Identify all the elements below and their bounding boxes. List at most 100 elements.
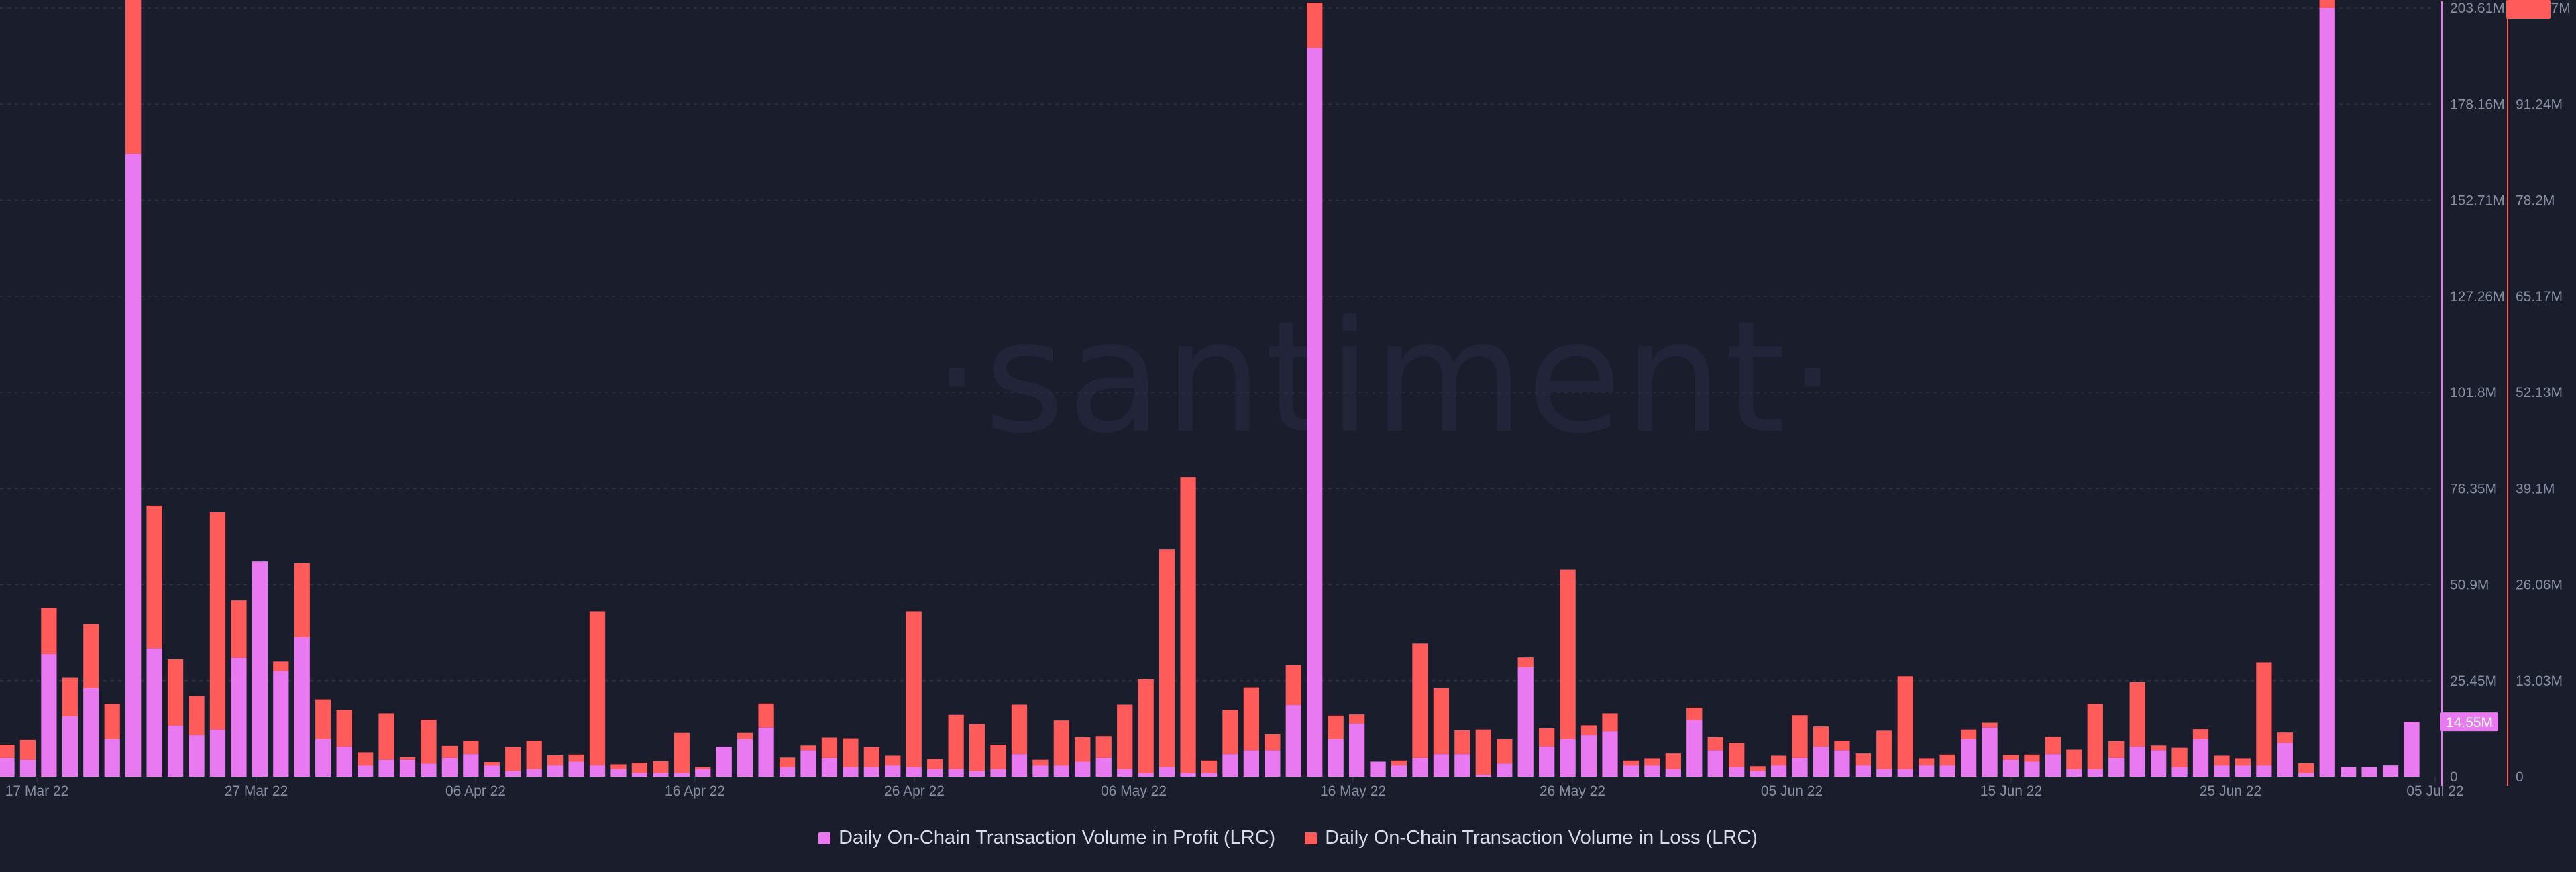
bar-loss (2319, 0, 2335, 8)
bar-profit (2108, 757, 2125, 777)
bar-loss (2171, 747, 2188, 767)
bar-loss (1412, 643, 1428, 758)
bar-loss (1285, 665, 1301, 706)
bar-profit (990, 769, 1006, 777)
bar-profit (484, 765, 500, 777)
bar-profit (1454, 754, 1470, 777)
bar-loss (800, 745, 816, 751)
bar-loss (1265, 734, 1281, 751)
bar-profit (610, 769, 627, 777)
bar-loss (505, 747, 521, 771)
bar-loss (1222, 710, 1238, 755)
bar-profit (315, 739, 331, 777)
bar-profit (1707, 750, 1723, 777)
bar-loss (1960, 729, 1977, 739)
bar-loss (568, 754, 584, 762)
bar-loss (1560, 569, 1576, 739)
bar-profit (1665, 769, 1681, 777)
bar-profit (1497, 763, 1513, 777)
bar-profit (674, 773, 690, 777)
bar-profit (2235, 765, 2251, 777)
last-value-label-profit: 14.55M (2446, 715, 2493, 730)
bar-loss (1328, 715, 1344, 739)
y-right-tick-label: 52.13M (2516, 385, 2563, 400)
bar-loss (885, 755, 901, 766)
bar-loss (610, 764, 627, 769)
bar-loss (1032, 759, 1049, 766)
bar-loss (1750, 766, 1766, 771)
bar-profit (1602, 731, 1618, 777)
y-left-tick-label: 203.61M (2450, 1, 2505, 16)
bar-loss (1580, 725, 1597, 736)
bar-profit (631, 773, 648, 777)
bar-profit (1243, 750, 1260, 777)
bar-loss (526, 740, 542, 769)
y-left-tick-label: 152.71M (2450, 193, 2505, 209)
bar-profit (948, 769, 964, 777)
bar-loss (441, 745, 458, 758)
legend-item-profit[interactable]: Daily On-Chain Transaction Volume in Pro… (818, 827, 1275, 849)
bar-profit (927, 769, 943, 777)
bar-profit (800, 750, 816, 777)
bar-loss (653, 761, 669, 773)
y-left-tick-label: 178.16M (2450, 97, 2505, 112)
bar-profit (2066, 769, 2082, 777)
bar-loss (1602, 713, 1618, 732)
bar-profit (1960, 739, 1977, 777)
bar-profit (906, 767, 922, 777)
x-tick-label: 17 Mar 22 (5, 783, 69, 799)
bar-loss (1707, 737, 1723, 751)
bar-profit (843, 767, 859, 777)
bar-profit (505, 771, 521, 777)
y-right-tick-label: 91.24M (2516, 97, 2563, 112)
bar-profit (252, 561, 268, 777)
bar-profit (2298, 773, 2314, 777)
y-right-tick-label: 26.06M (2516, 578, 2563, 593)
bar-profit (2341, 767, 2357, 777)
bar-profit (1539, 746, 1555, 777)
bar-profit (62, 716, 78, 777)
bar-profit (104, 739, 120, 777)
bar-loss (2214, 755, 2230, 766)
bar-profit (2150, 750, 2167, 777)
bar-profit (1729, 767, 1745, 777)
bar-loss (484, 762, 500, 766)
bar-loss (2002, 755, 2019, 760)
legend-item-loss[interactable]: Daily On-Chain Transaction Volume in Los… (1305, 827, 1758, 849)
bar-profit (1897, 769, 1913, 777)
bar-loss (1770, 755, 1787, 766)
grid-lines (0, 7, 2435, 682)
bar-profit (1855, 765, 1872, 777)
bar-profit (526, 769, 542, 777)
bar-profit (2002, 759, 2019, 777)
bar-loss (1053, 720, 1070, 766)
bar-profit (1391, 765, 1407, 777)
bar-profit (2024, 761, 2040, 777)
bar-profit (1939, 765, 1955, 777)
bar-profit (19, 759, 36, 777)
bar-profit (1075, 761, 1091, 777)
bar-loss (821, 737, 838, 758)
bar-loss (2087, 704, 2103, 769)
bar-loss (167, 659, 184, 726)
bar-loss (1623, 760, 1640, 766)
bar-loss (336, 710, 352, 747)
bar-loss (631, 763, 648, 773)
bars (0, 0, 2420, 777)
bar-loss (209, 512, 226, 730)
bar-loss (2045, 737, 2061, 755)
legend-label-profit: Daily On-Chain Transaction Volume in Pro… (839, 827, 1276, 849)
bar-loss (83, 624, 99, 688)
bar-loss (41, 608, 57, 655)
x-tick-label: 26 May 22 (1540, 783, 1605, 799)
bar-profit (1770, 765, 1787, 777)
bar-profit (2129, 746, 2145, 777)
bar-profit (378, 759, 394, 777)
last-value-markers: 14.55M 6.43M (2440, 0, 2551, 732)
bar-profit (0, 757, 15, 777)
legend-swatch-profit (818, 832, 831, 844)
bar-loss (1433, 688, 1450, 755)
bar-loss (399, 757, 416, 760)
bar-profit (1475, 775, 1491, 777)
bar-loss (2256, 662, 2272, 766)
